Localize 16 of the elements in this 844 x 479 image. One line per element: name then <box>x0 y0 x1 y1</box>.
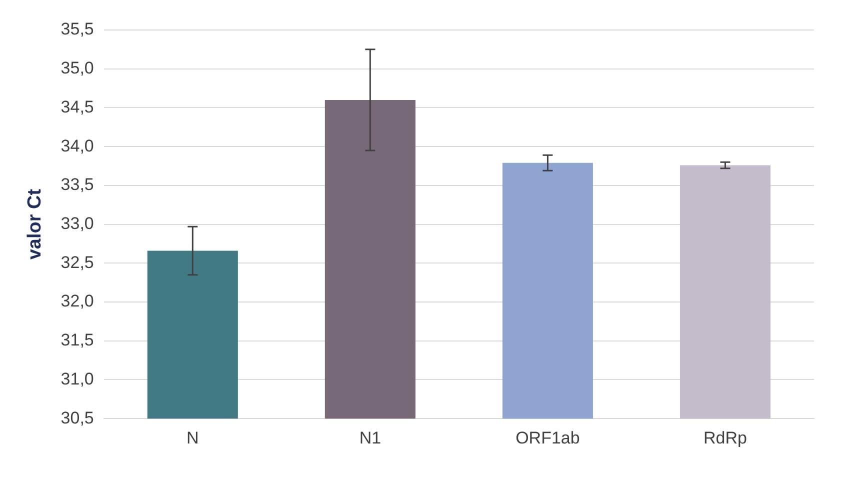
x-tick-label: N <box>186 428 199 448</box>
y-tick-label: 34,0 <box>60 136 94 156</box>
x-tick-label: N1 <box>359 428 382 448</box>
y-tick-label: 30,5 <box>60 408 94 428</box>
y-tick-label: 31,5 <box>60 330 94 350</box>
y-tick-label: 31,0 <box>60 369 94 388</box>
y-tick-label: 32,5 <box>60 252 94 272</box>
y-axis-title: valor Ct <box>24 188 46 260</box>
y-tick-label: 33,5 <box>60 175 94 194</box>
x-tick-label: RdRp <box>704 428 747 448</box>
y-tick-label: 35,5 <box>60 20 94 39</box>
y-tick-label: 32,0 <box>60 292 94 311</box>
x-tick-label: ORF1ab <box>516 428 580 448</box>
y-tick-label: 35,0 <box>60 58 94 78</box>
y-tick-label: 33,0 <box>60 214 94 233</box>
y-tick-label: 34,5 <box>60 97 94 116</box>
